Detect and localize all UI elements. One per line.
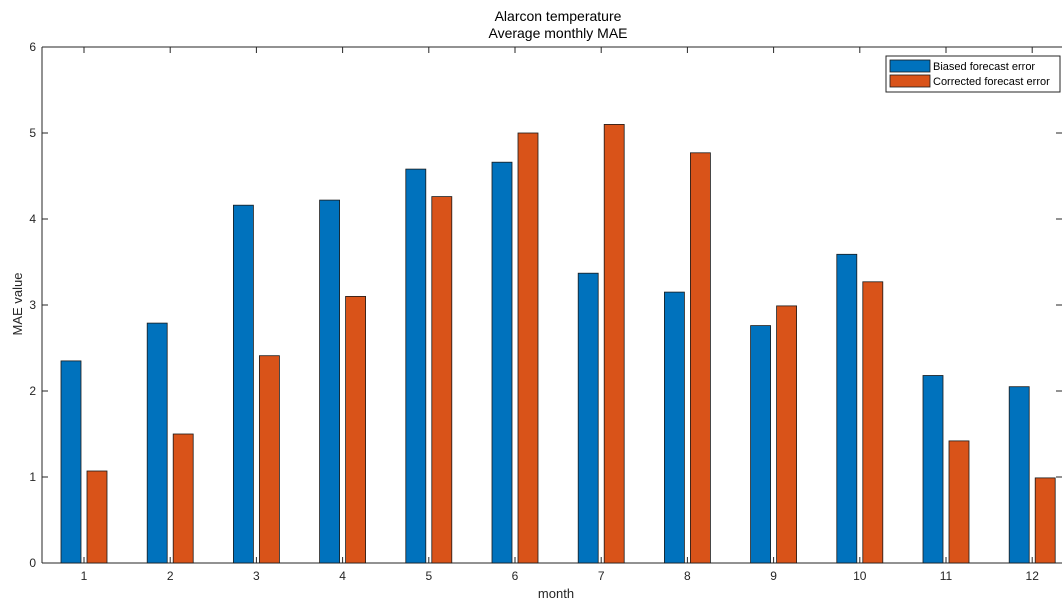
x-tick-label: 5 [425, 569, 432, 583]
bar-biased-month-12 [1008, 386, 1030, 564]
x-tick-label: 3 [253, 569, 260, 583]
x-tick-label: 8 [684, 569, 691, 583]
bar-corrected-month-11 [948, 440, 970, 564]
x-axis-label: month [538, 586, 574, 601]
axes [41, 46, 1062, 564]
legend-swatch-corrected [889, 74, 931, 88]
chart-title: Alarcon temperature [495, 8, 622, 24]
x-tick-label: 1 [81, 569, 88, 583]
y-tick-label: 5 [29, 126, 36, 140]
legend: Biased forecast error Corrected forecast … [885, 55, 1061, 93]
y-tick-label: 4 [29, 212, 36, 226]
bar-corrected-month-4 [345, 295, 367, 564]
bar-corrected-month-12 [1034, 477, 1056, 564]
x-tick-label: 12 [1026, 569, 1040, 583]
y-tick-label: 0 [29, 556, 36, 570]
legend-label-corrected: Corrected forecast error [933, 76, 1050, 88]
bar-corrected-month-9 [776, 305, 797, 564]
bar-biased-month-10 [836, 253, 858, 564]
x-tick-label: 10 [853, 569, 867, 583]
bar-corrected-month-2 [172, 433, 194, 564]
bars-group [60, 124, 1056, 564]
x-tick-label: 9 [770, 569, 777, 583]
bar-biased-month-7 [577, 272, 599, 564]
y-tick-label: 3 [29, 298, 36, 312]
bar-corrected-month-3 [258, 355, 280, 564]
bar-corrected-month-10 [862, 281, 884, 564]
bar-biased-month-2 [146, 322, 168, 564]
y-tick-label: 2 [29, 384, 36, 398]
bar-biased-month-9 [750, 325, 771, 564]
x-tick-label: 7 [598, 569, 605, 583]
y-tick-label: 1 [29, 470, 36, 484]
bar-corrected-month-7 [603, 124, 625, 564]
y-tick-label: 6 [29, 40, 36, 54]
x-tick-label: 2 [167, 569, 174, 583]
y-axis-label: MAE value [10, 273, 25, 336]
bar-biased-month-5 [405, 168, 427, 564]
bar-corrected-month-6 [517, 132, 539, 564]
x-tick-label: 4 [339, 569, 346, 583]
bar-corrected-month-5 [431, 196, 453, 564]
bar-corrected-month-8 [690, 152, 711, 564]
bar-biased-month-3 [232, 204, 254, 564]
bar-biased-month-8 [664, 291, 685, 564]
bar-biased-month-6 [491, 161, 513, 564]
bar-biased-month-1 [60, 360, 82, 564]
x-tick-label: 6 [512, 569, 519, 583]
legend-swatch-biased [889, 59, 931, 73]
bar-biased-month-11 [922, 375, 944, 564]
x-tick-label: 11 [940, 569, 953, 583]
bar-biased-month-4 [319, 199, 341, 564]
chart-subtitle: Average monthly MAE [488, 25, 627, 41]
legend-label-biased: Biased forecast error [933, 61, 1035, 73]
bar-corrected-month-1 [86, 470, 108, 564]
